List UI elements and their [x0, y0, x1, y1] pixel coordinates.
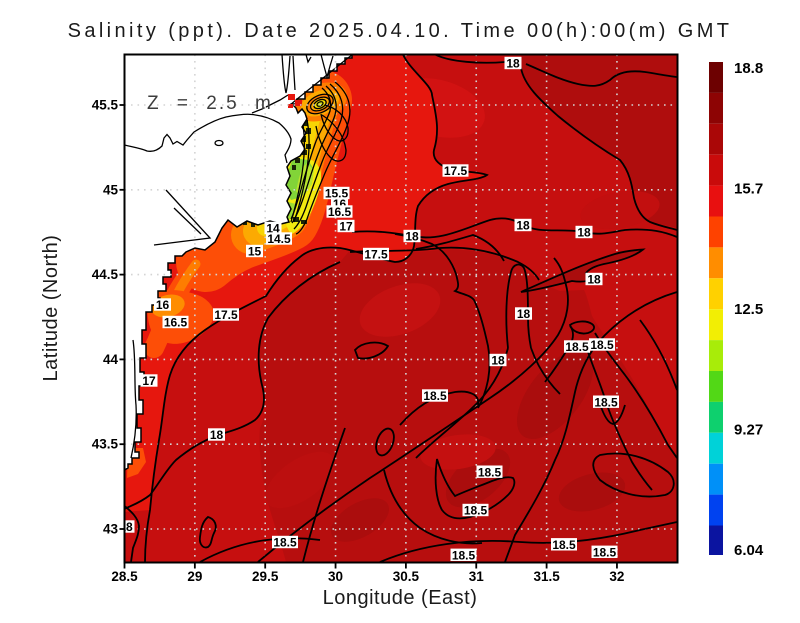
svg-text:18: 18 — [587, 273, 601, 287]
svg-text:30: 30 — [328, 569, 343, 584]
svg-text:31: 31 — [469, 569, 485, 584]
svg-text:14.5: 14.5 — [267, 232, 291, 246]
svg-text:18: 18 — [516, 219, 530, 233]
svg-text:18: 18 — [491, 354, 505, 368]
svg-text:9.27: 9.27 — [734, 422, 763, 439]
svg-text:18.8: 18.8 — [734, 60, 763, 77]
svg-text:15.5: 15.5 — [325, 187, 349, 201]
svg-text:29.5: 29.5 — [252, 569, 279, 584]
svg-text:31.5: 31.5 — [533, 569, 560, 584]
svg-text:18.5: 18.5 — [452, 548, 476, 562]
svg-text:16.5: 16.5 — [164, 316, 188, 330]
svg-text:18.5: 18.5 — [464, 504, 488, 518]
svg-text:17.5: 17.5 — [214, 308, 238, 322]
svg-text:18: 18 — [577, 226, 591, 240]
svg-text:18.5: 18.5 — [273, 536, 297, 550]
svg-text:28.5: 28.5 — [111, 569, 138, 584]
svg-text:18: 18 — [210, 428, 224, 442]
svg-text:17.5: 17.5 — [364, 248, 388, 262]
svg-text:14: 14 — [266, 222, 280, 236]
svg-text:18: 18 — [405, 230, 419, 244]
svg-text:18.5: 18.5 — [423, 389, 447, 403]
svg-text:45: 45 — [103, 182, 119, 197]
svg-text:18.5: 18.5 — [552, 538, 576, 552]
svg-text:30.5: 30.5 — [393, 569, 420, 584]
svg-text:45.5: 45.5 — [92, 98, 119, 113]
svg-text:43: 43 — [103, 522, 119, 537]
svg-text:18: 18 — [517, 307, 531, 321]
svg-text:32: 32 — [609, 569, 624, 584]
svg-text:16.5: 16.5 — [328, 205, 352, 219]
svg-text:18.5: 18.5 — [594, 395, 618, 409]
svg-text:18.5: 18.5 — [478, 465, 502, 479]
svg-text:18: 18 — [506, 57, 520, 71]
svg-text:18.5: 18.5 — [590, 338, 614, 352]
svg-text:17.5: 17.5 — [444, 164, 468, 178]
svg-text:44: 44 — [103, 352, 119, 367]
svg-text:Longitude (East): Longitude (East) — [323, 587, 478, 609]
svg-text:18.5: 18.5 — [565, 340, 589, 354]
svg-text:17: 17 — [339, 220, 353, 234]
svg-text:18: 18 — [119, 520, 133, 534]
svg-text:12.5: 12.5 — [734, 301, 763, 318]
svg-text:Latitude (North): Latitude (North) — [40, 235, 62, 382]
svg-text:15: 15 — [248, 245, 262, 259]
svg-text:Z = 2.5 m: Z = 2.5 m — [147, 93, 273, 114]
svg-text:44.5: 44.5 — [92, 267, 119, 282]
svg-text:15.7: 15.7 — [734, 181, 763, 198]
svg-text:6.04: 6.04 — [734, 542, 764, 559]
svg-text:17: 17 — [142, 374, 156, 388]
svg-text:43.5: 43.5 — [92, 437, 119, 452]
svg-text:16: 16 — [156, 298, 170, 312]
svg-text:18.5: 18.5 — [593, 545, 617, 559]
svg-text:29: 29 — [187, 569, 202, 584]
svg-text:Salinity (ppt). Date 2025.04.1: Salinity (ppt). Date 2025.04.10. Time 00… — [68, 20, 733, 42]
